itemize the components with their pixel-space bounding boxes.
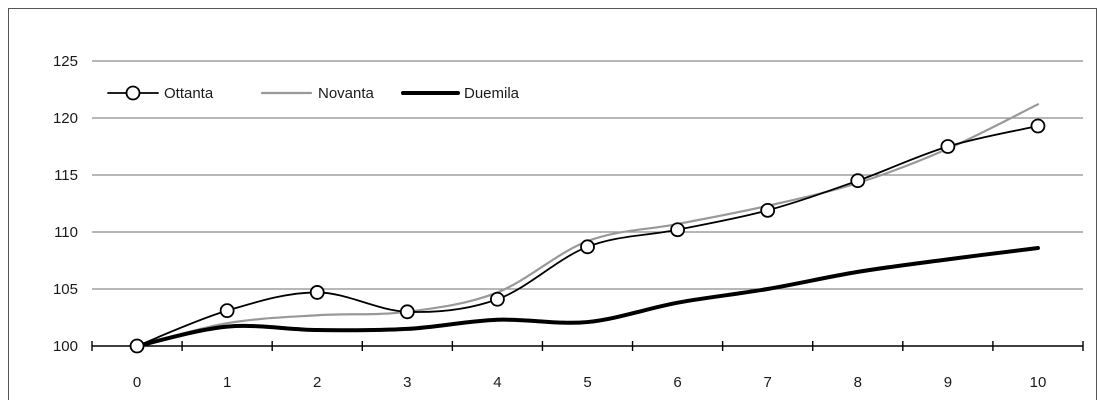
- x-axis: [91, 341, 1084, 351]
- data-point-ottanta: [940, 139, 956, 154]
- x-tick-label: 8: [854, 374, 862, 391]
- data-point-ottanta: [580, 239, 595, 255]
- legend-label-duemila: Duemila: [464, 85, 520, 102]
- y-tick-label: 115: [54, 167, 78, 184]
- data-point-ottanta: [1030, 118, 1046, 134]
- legend: Ottanta Novanta Duemila: [107, 85, 520, 102]
- series-line-ottanta: [136, 125, 1039, 347]
- data-point-ottanta: [670, 222, 685, 238]
- data-point-ottanta: [309, 285, 325, 300]
- x-tick-label: 5: [583, 374, 591, 391]
- grid-lines: [92, 60, 1083, 290]
- series-line-novanta: [135, 103, 1040, 348]
- legend-label-ottanta: Ottanta: [164, 85, 214, 102]
- x-tick-label: 9: [944, 374, 952, 391]
- x-tick-label: 10: [1030, 374, 1047, 391]
- x-tick-label: 2: [313, 374, 321, 391]
- series-lines: [129, 103, 1046, 354]
- data-point-ottanta: [760, 202, 776, 218]
- x-tick-label: 0: [133, 374, 141, 391]
- x-tick-label: 6: [673, 374, 681, 391]
- legend-marker-ottanta: [125, 85, 141, 101]
- y-tick-label: 125: [53, 53, 78, 70]
- x-tick-label: 4: [493, 374, 501, 391]
- data-point-ottanta: [129, 338, 145, 354]
- y-tick-label: 100: [53, 338, 78, 355]
- series-line-duemila: [135, 245, 1040, 348]
- x-tick-labels: 0 1 2 3 4 5 6 7 8 9 10: [133, 374, 1046, 391]
- data-point-ottanta: [399, 304, 415, 320]
- x-tick-label: 3: [403, 374, 411, 391]
- data-point-ottanta: [219, 303, 235, 319]
- legend-label-novanta: Novanta: [318, 85, 375, 102]
- data-point-ottanta: [850, 173, 866, 189]
- y-tick-label: 120: [53, 110, 78, 127]
- y-tick-label: 110: [54, 224, 78, 241]
- y-tick-label: 105: [53, 281, 78, 298]
- x-tick-label: 1: [223, 374, 231, 391]
- y-tick-labels: 100 105 110 115 120 125: [53, 53, 78, 355]
- x-tick-label: 7: [764, 374, 772, 391]
- data-point-ottanta: [490, 291, 505, 307]
